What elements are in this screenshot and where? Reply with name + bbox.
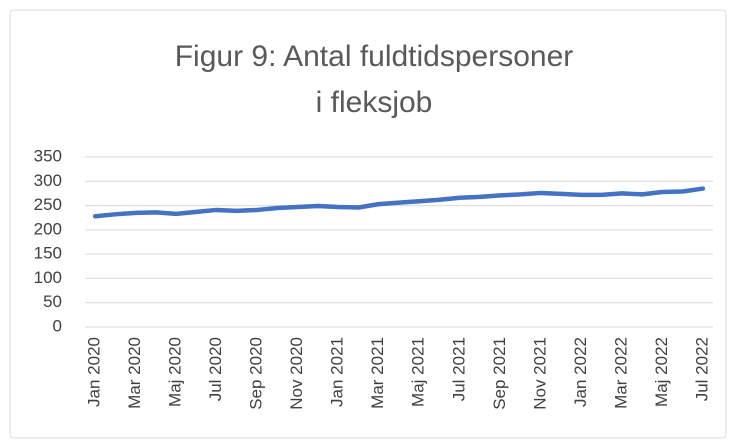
x-tick-label: Jul 2021 xyxy=(449,337,468,401)
y-tick-label: 300 xyxy=(34,171,62,190)
y-tick-label: 150 xyxy=(34,244,62,263)
x-tick-label: Mar 2021 xyxy=(368,337,387,409)
x-tick-label: Nov 2021 xyxy=(530,337,549,410)
x-tick-label: Jul 2022 xyxy=(692,337,711,401)
x-tick-label: Sep 2020 xyxy=(247,337,266,410)
x-tick-label: Sep 2021 xyxy=(490,337,509,410)
chart-border xyxy=(9,9,727,439)
x-tick-label: Mar 2020 xyxy=(125,337,144,409)
x-tick-label: Jan 2020 xyxy=(85,337,104,407)
y-tick-label: 250 xyxy=(34,195,62,214)
y-tick-label: 350 xyxy=(34,146,62,165)
x-tick-label: Jan 2022 xyxy=(571,337,590,407)
x-tick-label: Maj 2021 xyxy=(409,337,428,407)
x-tick-label: Mar 2022 xyxy=(611,337,630,409)
x-tick-label: Jan 2021 xyxy=(328,337,347,407)
y-tick-label: 0 xyxy=(53,316,62,335)
chart-title: Figur 9: Antal fuldtidspersoner xyxy=(175,40,574,73)
y-tick-label: 50 xyxy=(43,292,62,311)
line-series xyxy=(92,186,706,219)
x-tick-label: Maj 2020 xyxy=(166,337,185,407)
y-tick-label: 100 xyxy=(34,268,62,287)
chart-title: i fleksjob xyxy=(316,86,433,119)
x-tick-label: Maj 2022 xyxy=(652,337,671,407)
y-tick-label: 200 xyxy=(34,219,62,238)
x-tick-label: Nov 2020 xyxy=(287,337,306,410)
x-tick-label: Jul 2020 xyxy=(206,337,225,401)
